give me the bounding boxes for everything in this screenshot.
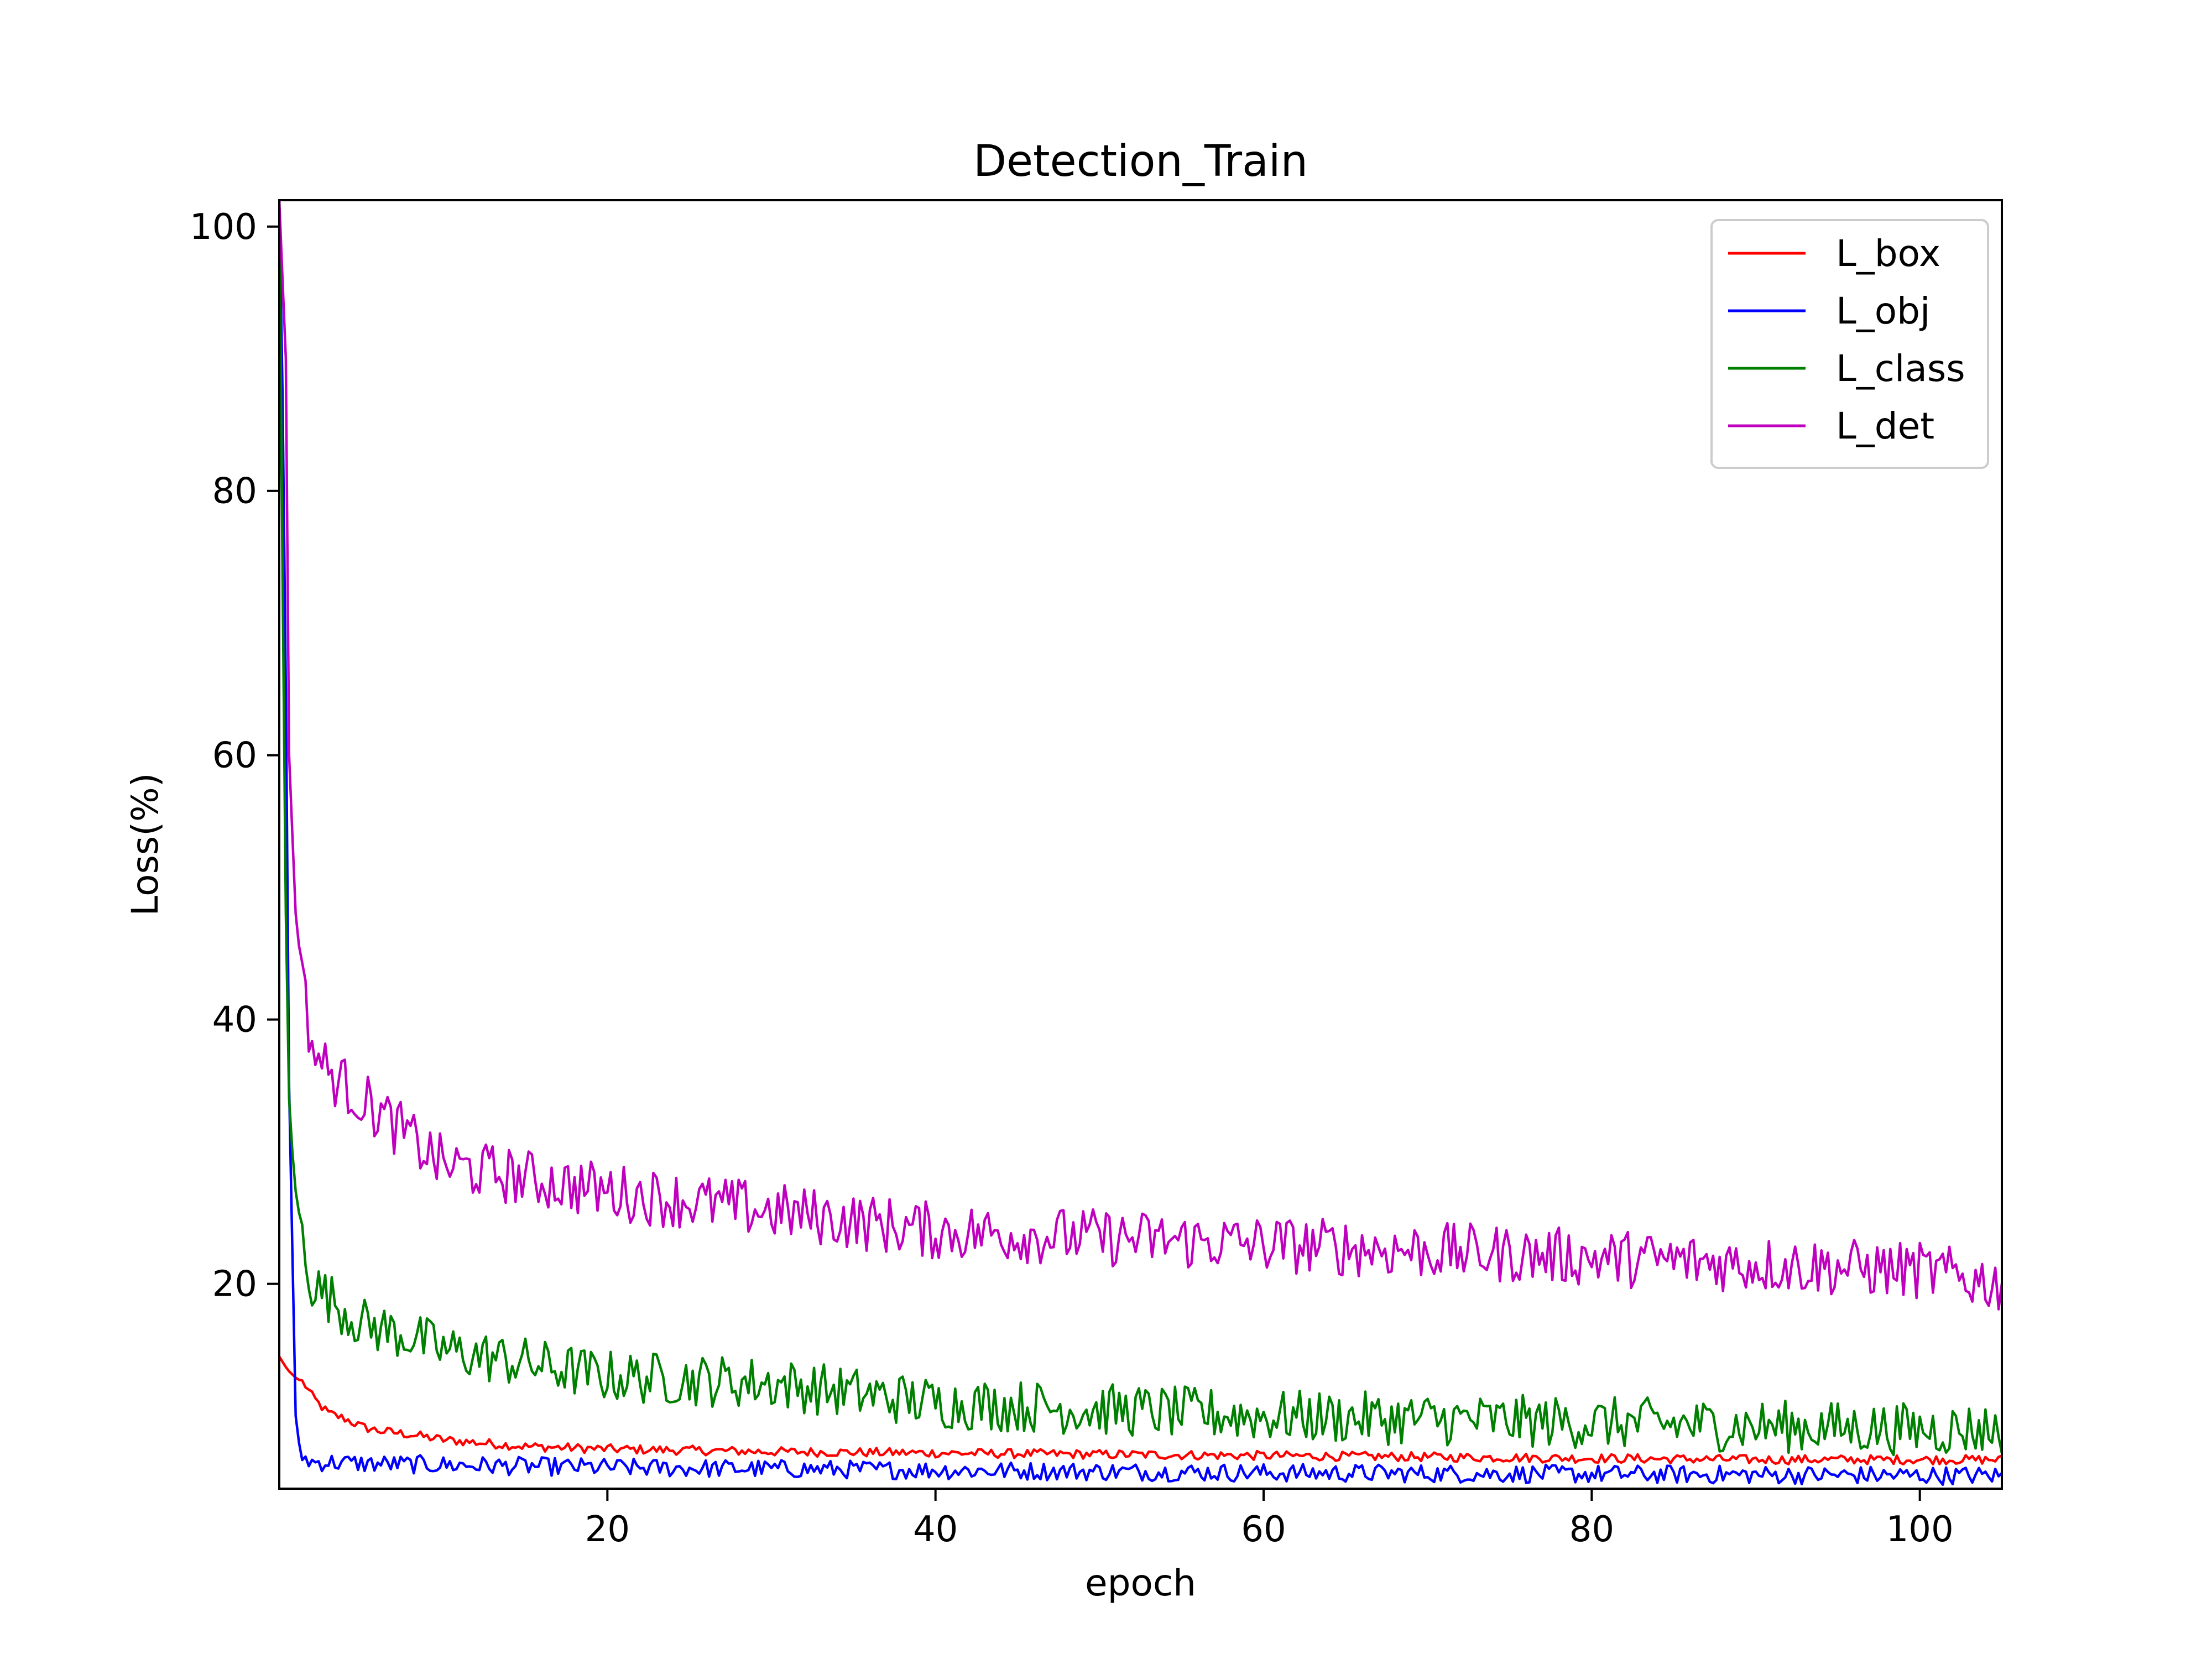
y-tick-label: 100: [190, 207, 257, 248]
legend-label: L_obj: [1836, 290, 1930, 332]
legend-box: [1710, 219, 1989, 469]
x-tick-label: 20: [585, 1509, 630, 1550]
x-tick-label: 100: [1886, 1509, 1954, 1550]
series-line-l-det: [279, 200, 2002, 1311]
chart-title: Detection_Train: [973, 137, 1308, 186]
plot-frame: [278, 199, 2003, 1490]
y-axis: 20 40 60 80 100: [190, 207, 279, 1305]
x-axis: 20 40 60 80 100: [585, 1489, 1954, 1550]
x-tick-label: 80: [1569, 1509, 1614, 1550]
y-tick-label: 60: [212, 735, 257, 776]
y-tick-label: 80: [212, 471, 257, 512]
plot-area: [278, 199, 2003, 1490]
legend-label: L_det: [1836, 405, 1934, 447]
x-axis-label: epoch: [1085, 1562, 1196, 1604]
x-tick-label: 40: [913, 1509, 958, 1550]
x-tick-label: 60: [1241, 1509, 1286, 1550]
series-line-l-box: [279, 1355, 2002, 1465]
y-axis-label: Loss(%): [124, 773, 166, 916]
legend-label: L_box: [1836, 232, 1940, 275]
y-tick-label: 20: [212, 1264, 257, 1305]
y-tick-label: 40: [212, 1000, 257, 1041]
legend: L_box L_obj L_class L_det: [1710, 219, 1989, 469]
series-line-l-obj: [279, 200, 2002, 1486]
series-line-l-class: [279, 200, 2002, 1457]
legend-label: L_class: [1836, 347, 1965, 390]
